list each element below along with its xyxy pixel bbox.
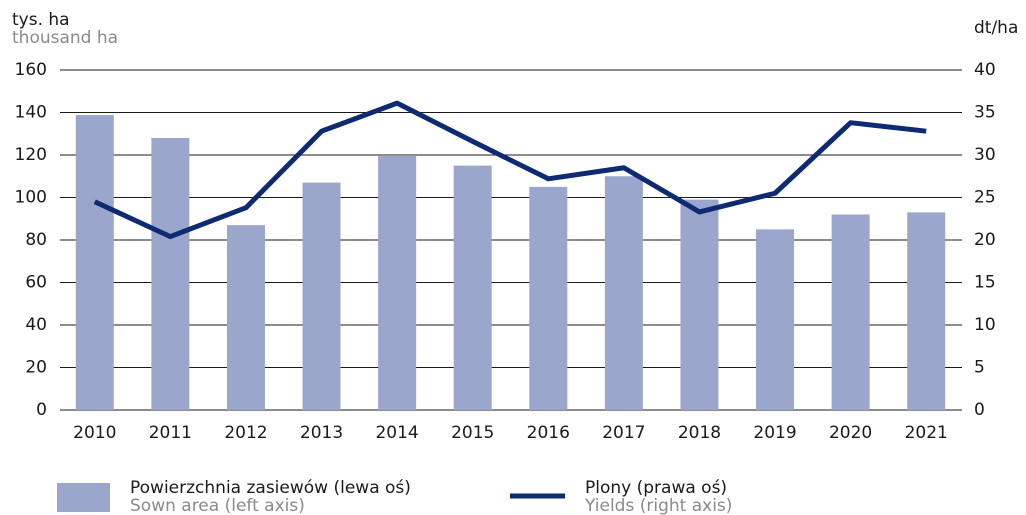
y2-tick-label: 0: [974, 400, 985, 420]
bar: [378, 156, 417, 410]
y2-tick-label: 20: [974, 230, 996, 250]
y2-tick-label: 15: [974, 273, 996, 293]
x-tick-label: 2010: [73, 423, 116, 443]
y-tick-label: 40: [25, 315, 47, 335]
bar: [680, 199, 719, 410]
bar: [75, 115, 114, 411]
bar: [151, 138, 190, 410]
y2-axis-label: dt/ha: [974, 18, 1018, 38]
bar: [756, 229, 795, 410]
x-tick-label: 2016: [527, 423, 570, 443]
x-tick-label: 2014: [375, 423, 418, 443]
legend-label-en: Sown area (left axis): [130, 496, 305, 515]
y-tick-label: 80: [25, 230, 47, 250]
y2-tick-label: 40: [974, 60, 996, 80]
legend-label: Plony (prawa oś): [585, 478, 727, 498]
y-axis-label: tys. ha: [12, 10, 70, 30]
y-axis-label-en: thousand ha: [12, 28, 118, 48]
y-tick-label: 160: [15, 60, 47, 80]
legend-label-en: Yields (right axis): [584, 496, 732, 515]
bar: [529, 186, 568, 410]
bar: [453, 165, 492, 410]
y-tick-label: 120: [15, 145, 47, 165]
y-tick-label: 100: [15, 188, 47, 208]
legend-label: Powierzchnia zasiewów (lewa oś): [130, 478, 411, 498]
x-tick-label: 2017: [602, 423, 645, 443]
bar: [302, 182, 341, 410]
y2-tick-label: 25: [974, 188, 996, 208]
y-tick-label: 60: [25, 273, 47, 293]
y-tick-label: 20: [25, 358, 47, 378]
x-tick-label: 2021: [905, 423, 948, 443]
bar: [907, 212, 946, 410]
y2-tick-label: 10: [974, 315, 996, 335]
x-tick-label: 2011: [149, 423, 192, 443]
legend-swatch: [57, 483, 110, 512]
bar: [831, 214, 870, 410]
y2-tick-label: 35: [974, 103, 996, 123]
x-tick-label: 2012: [224, 423, 267, 443]
x-tick-label: 2018: [678, 423, 721, 443]
bar: [604, 176, 643, 410]
line: [93, 100, 927, 240]
x-tick-label: 2019: [753, 423, 796, 443]
x-tick-label: 2015: [451, 423, 494, 443]
bar: [226, 225, 265, 410]
x-tick-label: 2020: [829, 423, 872, 443]
y2-tick-label: 5: [974, 358, 985, 378]
y2-tick-label: 30: [974, 145, 996, 165]
y-tick-label: 0: [36, 400, 47, 420]
x-tick-label: 2013: [300, 423, 343, 443]
y-tick-label: 140: [15, 103, 47, 123]
